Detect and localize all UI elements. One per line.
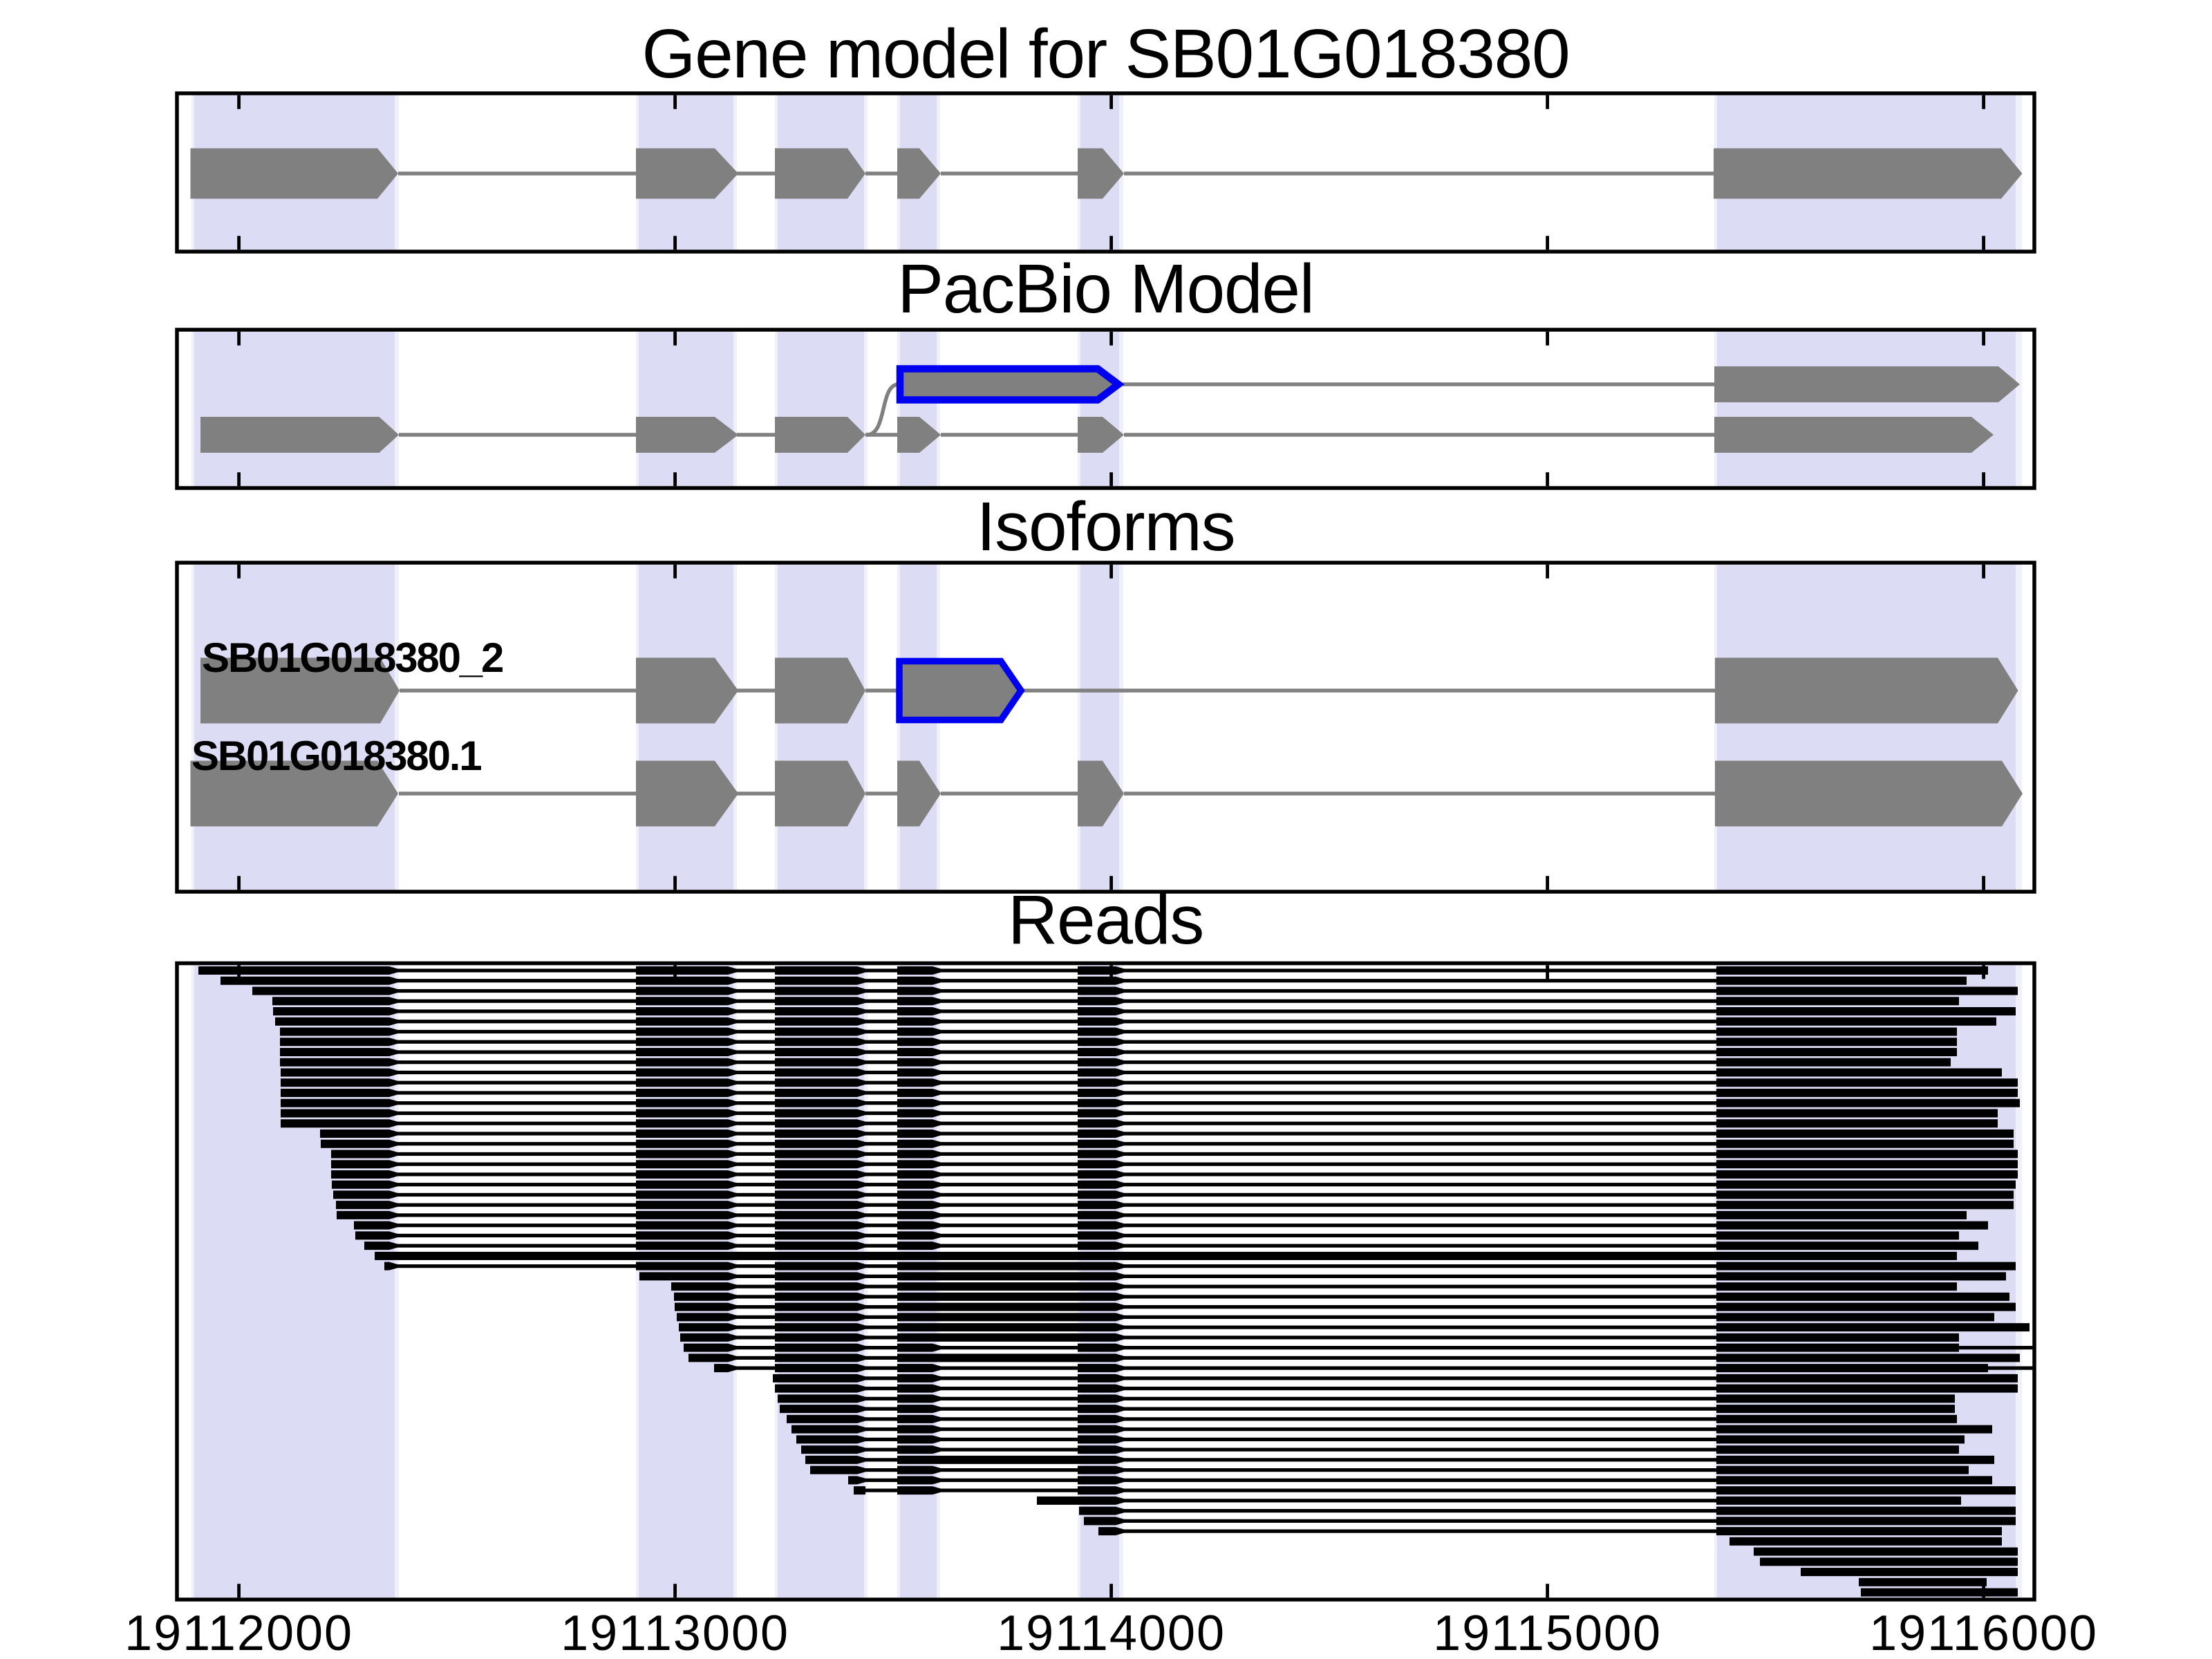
svg-text:Isoforms: Isoforms — [977, 488, 1235, 565]
svg-text:Gene model for SB01G018380: Gene model for SB01G018380 — [642, 15, 1570, 93]
svg-text:PacBio Model: PacBio Model — [897, 250, 1314, 328]
svg-text:19115000: 19115000 — [1433, 1606, 1662, 1659]
svg-text:SB01G018380_2: SB01G018380_2 — [202, 635, 503, 681]
svg-text:19114000: 19114000 — [997, 1606, 1226, 1659]
svg-text:Reads: Reads — [1008, 881, 1203, 959]
svg-text:SB01G018380.1: SB01G018380.1 — [191, 733, 481, 779]
svg-text:19112000: 19112000 — [124, 1606, 353, 1659]
svg-text:19116000: 19116000 — [1869, 1606, 2098, 1659]
svg-text:19113000: 19113000 — [561, 1606, 789, 1659]
